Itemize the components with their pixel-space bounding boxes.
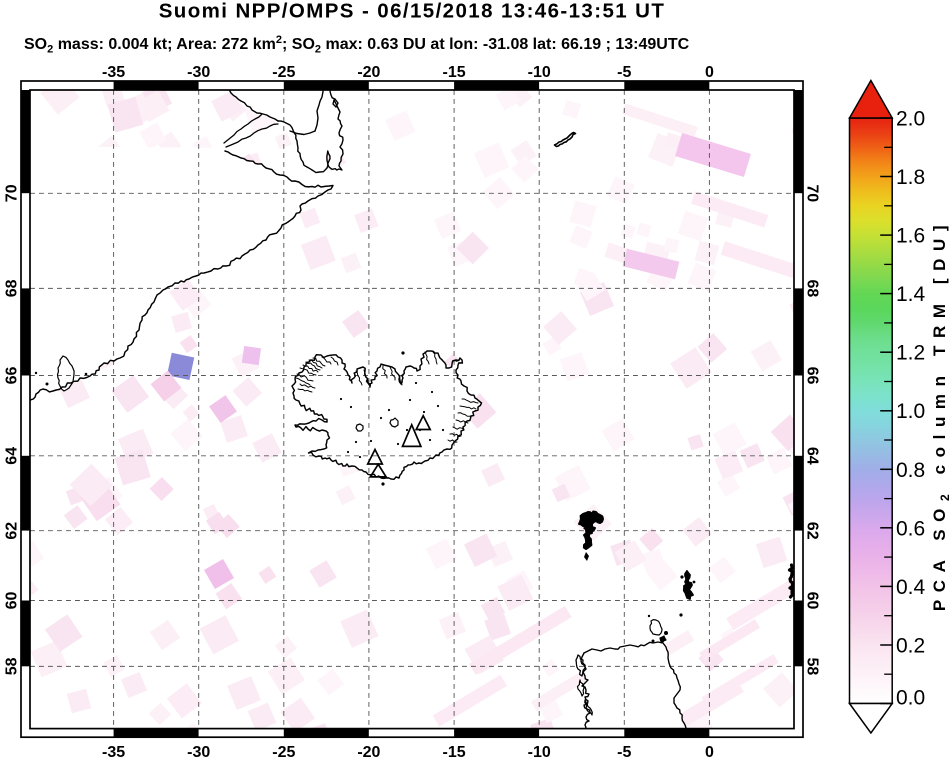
- svg-text:-20: -20: [357, 744, 380, 759]
- svg-text:-25: -25: [272, 64, 295, 81]
- svg-text:68: 68: [4, 279, 21, 297]
- svg-text:1.2: 1.2: [896, 342, 925, 365]
- svg-text:58: 58: [4, 657, 21, 675]
- svg-text:PCA SO2 column TRM [DU]: PCA SO2 column TRM [DU]: [930, 218, 951, 611]
- svg-text:66: 66: [4, 367, 21, 385]
- svg-text:-5: -5: [617, 744, 631, 759]
- svg-text:-15: -15: [443, 64, 466, 81]
- svg-text:-35: -35: [102, 64, 125, 81]
- svg-text:64: 64: [4, 447, 21, 465]
- svg-text:2.0: 2.0: [896, 108, 925, 131]
- svg-text:60: 60: [4, 592, 21, 610]
- svg-text:0.4: 0.4: [896, 576, 926, 599]
- svg-text:-20: -20: [357, 64, 380, 81]
- svg-text:0.6: 0.6: [896, 517, 925, 540]
- svg-text:0: 0: [705, 744, 714, 759]
- svg-text:1.4: 1.4: [896, 283, 926, 306]
- svg-text:0.0: 0.0: [896, 687, 925, 710]
- svg-text:62: 62: [804, 522, 821, 540]
- svg-text:70: 70: [4, 184, 21, 202]
- svg-text:Suomi NPP/OMPS - 06/15/2018 13: Suomi NPP/OMPS - 06/15/2018 13:46-13:51 …: [159, 0, 666, 23]
- svg-text:-35: -35: [102, 744, 125, 759]
- svg-text:58: 58: [804, 658, 821, 676]
- svg-text:70: 70: [804, 184, 821, 202]
- svg-text:0.8: 0.8: [896, 459, 925, 482]
- svg-text:SO2 mass: 0.004 kt; Area: 272: SO2 mass: 0.004 kt; Area: 272 km2; SO2 m…: [24, 34, 690, 56]
- svg-text:-30: -30: [187, 64, 210, 81]
- svg-text:64: 64: [804, 447, 821, 465]
- svg-text:0.2: 0.2: [896, 635, 925, 658]
- svg-text:-30: -30: [187, 744, 210, 759]
- svg-text:62: 62: [4, 522, 21, 540]
- svg-text:-25: -25: [272, 744, 295, 759]
- svg-text:60: 60: [804, 592, 821, 610]
- svg-text:68: 68: [804, 280, 821, 298]
- svg-text:-5: -5: [617, 64, 631, 81]
- svg-text:0: 0: [705, 64, 714, 81]
- svg-text:1.0: 1.0: [896, 400, 925, 423]
- svg-text:1.6: 1.6: [896, 225, 925, 248]
- svg-text:1.8: 1.8: [896, 166, 925, 189]
- svg-text:-10: -10: [528, 64, 551, 81]
- svg-text:-15: -15: [443, 744, 466, 759]
- svg-text:66: 66: [804, 367, 821, 385]
- svg-text:-10: -10: [528, 744, 551, 759]
